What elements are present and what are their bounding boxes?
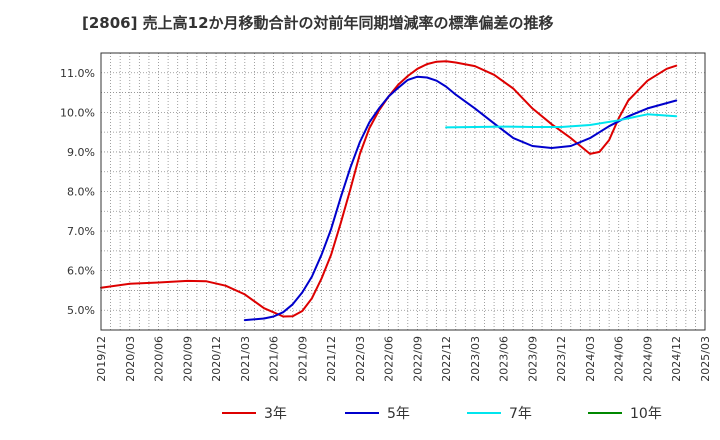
y-tick-label: 7.0%: [67, 225, 95, 238]
x-tick-label: 2022/03: [354, 336, 367, 382]
x-tick-label: 2020/03: [124, 336, 137, 382]
plot-area: [101, 53, 705, 330]
x-tick-label: 2020/12: [210, 336, 223, 382]
x-tick-label: 2020/09: [181, 336, 194, 382]
plot-border: [100, 52, 706, 331]
series-line-5年: [243, 75, 678, 322]
x-tick-label: 2021/06: [268, 336, 281, 382]
x-tick-label: 2022/12: [440, 336, 453, 382]
x-tick-label: 2020/06: [153, 336, 166, 382]
y-tick-label: 8.0%: [67, 186, 95, 199]
y-tick-label: 5.0%: [67, 304, 95, 317]
y-tick-label: 10.0%: [60, 106, 95, 119]
legend-label: 7年: [509, 406, 532, 422]
x-tick-label: 2024/09: [641, 336, 654, 382]
y-tick-label: 9.0%: [67, 146, 95, 159]
x-tick-label: 2023/12: [555, 336, 568, 382]
series-line-3年: [100, 60, 678, 318]
legend-label: 5年: [387, 406, 410, 422]
x-tick-label: 2022/06: [383, 336, 396, 382]
x-tick-label: 2024/03: [584, 336, 597, 382]
axes: 5.0% 6.0% 7.0% 8.0% 9.0% 10.0% 11.0% 2019/12 202…: [60, 52, 712, 382]
x-tick-label: 2023/09: [526, 336, 539, 382]
x-tick-label: 2021/09: [296, 336, 309, 382]
x-tick-label: 2025/03: [699, 336, 712, 382]
x-tick-label: 2024/06: [613, 336, 626, 382]
x-tick-label: 2021/03: [239, 336, 252, 382]
legend-label: 3年: [264, 406, 287, 422]
chart-title: [2806] 売上高12か月移動合計の対前年同期増減率の標準偏差の推移: [82, 14, 554, 32]
series-lines: [100, 60, 678, 322]
x-tick-label: 2022/09: [411, 336, 424, 382]
plot-background: [101, 53, 705, 330]
y-tick-label: 6.0%: [67, 265, 95, 278]
y-tick-label: 11.0%: [60, 67, 95, 80]
x-tick-label: 2021/12: [325, 336, 338, 382]
legend: 3年 5年 7年 10年: [222, 406, 662, 422]
x-tick-label: 2024/12: [670, 336, 683, 382]
grid-lines: [101, 53, 705, 330]
x-tick-label: 2023/03: [469, 336, 482, 382]
x-tick-label: 2023/06: [498, 336, 511, 382]
series-line-7年: [445, 113, 678, 129]
x-tick-label: 2019/12: [95, 336, 108, 382]
legend-label: 10年: [630, 406, 662, 422]
